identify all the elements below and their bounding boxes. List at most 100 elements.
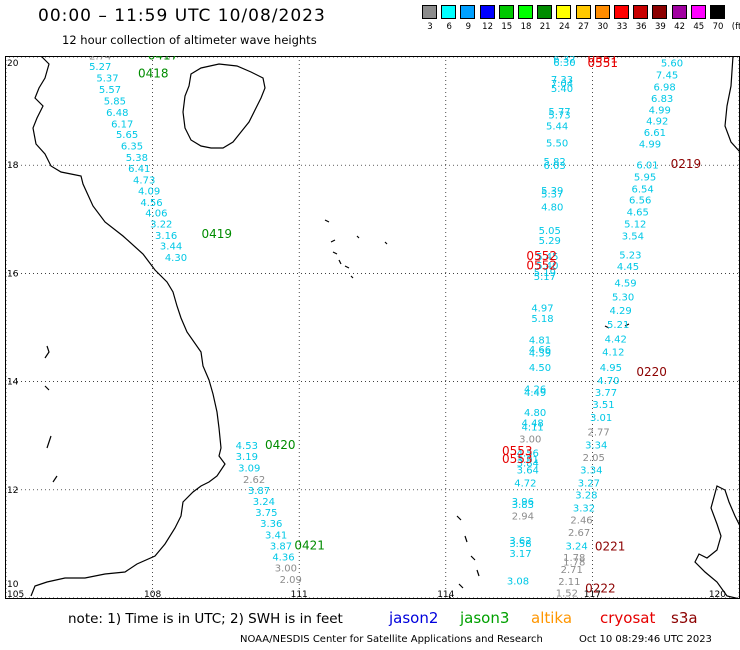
pass-time-label: 0551 [588, 56, 619, 65]
satellite-name: s3a [671, 609, 698, 627]
wave-height-value: 4.30 [165, 253, 187, 264]
wave-height-value: 5.17 [534, 272, 556, 283]
wave-height-value: 5.45 [536, 252, 558, 263]
wave-height-value: 2.74 [89, 56, 111, 63]
wave-height-value: 5.39 [541, 186, 563, 197]
page-subtitle: 12 hour collection of altimeter wave hei… [62, 33, 317, 47]
wave-height-value: 3.00 [275, 563, 297, 574]
wave-height-value: 5.95 [634, 172, 656, 183]
wave-height-value: 4.97 [531, 303, 553, 314]
wave-height-value: 6.41 [128, 164, 150, 175]
wave-height-value: 3.62 [509, 536, 531, 547]
wave-height-value: 5.44 [546, 121, 568, 132]
axis-tick-layer: 105 108 111 114 117 120 20 18 16 14 12 10 [7, 59, 726, 599]
wave-height-value: 1.78 [563, 553, 585, 564]
pass-time-label: 0552 [526, 249, 557, 263]
pass-time-label: 0417 [148, 56, 179, 63]
pass-time-label: 0553 [502, 452, 533, 466]
wave-height-value: 5.40 [551, 84, 573, 95]
legend-swatch [710, 5, 725, 19]
legend-label: 36 [635, 22, 647, 32]
wave-height-value: 6.35 [121, 142, 143, 153]
legend-swatch [441, 5, 457, 19]
wave-height-value: 5.12 [624, 219, 646, 230]
wave-height-value: 3.17 [509, 549, 531, 560]
wave-height-value: 4.99 [639, 139, 661, 150]
wave-height-value: 2.11 [558, 577, 580, 588]
wave-height-value: 5.30 [612, 292, 634, 303]
wave-height-value: 6.32 [553, 56, 575, 65]
wave-height-value: 2.77 [588, 428, 610, 439]
wave-height-value: 4.48 [522, 419, 544, 430]
wave-height-value: 2.46 [570, 515, 592, 526]
wave-height-value: 5.05 [539, 226, 561, 237]
footer-credit: NOAA/NESDIS Center for Satellite Applica… [240, 634, 543, 645]
legend-swatch [690, 5, 706, 19]
wave-height-value: 2.09 [280, 575, 302, 586]
wave-height-value: 3.32 [573, 503, 595, 514]
wave-height-value: 4.56 [140, 198, 162, 209]
footer-timestamp: Oct 10 08:29:46 UTC 2023 [579, 634, 712, 645]
lon-tick-label: 108 [144, 590, 161, 599]
lon-tick-label: 120 [709, 590, 726, 599]
legend-label: 27 [578, 22, 589, 32]
pass-time-label: 0222 [585, 582, 616, 596]
coastline-laos-hint [44, 345, 58, 483]
lon-tick-label: 114 [437, 590, 454, 599]
wave-height-value: 4.80 [541, 203, 563, 214]
wave-height-value: 2.94 [512, 512, 534, 523]
legend-label: 24 [558, 22, 570, 32]
wave-height-value: 6.98 [653, 83, 675, 94]
satellite-name: cryosat [600, 609, 656, 627]
wave-height-value: 5.29 [539, 236, 561, 247]
wave-height-value: 4.42 [605, 335, 627, 346]
wave-height-value: 2.67 [568, 528, 590, 539]
pass-time-label: 0551 [588, 56, 619, 70]
wave-height-value: 5.60 [661, 59, 683, 70]
legend-swatch [614, 5, 629, 19]
wave-height-value: 3.19 [236, 452, 258, 463]
wave-height-value: 6.03 [544, 161, 566, 172]
legend-label: 21 [539, 22, 551, 32]
wave-height-value: 4.09 [138, 186, 160, 197]
wave-height-value: 4.45 [617, 262, 639, 273]
wave-height-value: 3.96 [512, 497, 534, 508]
wave-height-value: 4.72 [514, 479, 536, 490]
legend-label: 33 [616, 22, 628, 32]
pass-time-label: 0553 [502, 444, 533, 458]
legend-swatch [537, 5, 553, 19]
wave-height-value: 3.00 [519, 435, 541, 446]
coastline-philippines [694, 485, 740, 599]
wave-height-value: 5.27 [89, 62, 111, 73]
wave-height-value: 4.81 [529, 336, 551, 347]
legend-label: 45 [693, 22, 705, 32]
legend-label: 18 [520, 22, 532, 32]
pass-time-label: 0419 [201, 227, 232, 241]
wave-height-value: 4.59 [614, 278, 636, 289]
pass-time-label: 0219 [671, 157, 702, 171]
wave-height-value: 3.24 [253, 497, 275, 508]
wave-height-value: 3.27 [578, 479, 600, 490]
pass-time-label: 0552 [526, 259, 557, 273]
map-note: note: 1) Time is in UTC; 2) SWH is in fe… [68, 611, 343, 627]
satellite-name: jason2 [389, 609, 439, 627]
coastline-mainland [30, 56, 226, 597]
legend-swatch [422, 5, 437, 19]
wave-height-value: 5.40 [536, 261, 558, 272]
wave-height-value: 4.12 [602, 348, 624, 359]
lat-tick-label: 10 [7, 580, 19, 590]
wave-height-value: 5.23 [619, 250, 641, 261]
legend-swatch [575, 5, 591, 19]
wave-height-value: 1.52 [556, 588, 578, 599]
legend-swatch [518, 5, 533, 19]
coastline-luzon [724, 56, 740, 153]
wave-height-value: 3.58 [509, 539, 531, 550]
wave-height-value: 4.99 [649, 105, 671, 116]
wave-height-value: 3.54 [622, 231, 644, 242]
wave-height-value: 3.87 [248, 486, 270, 497]
wave-height-value: 3.28 [575, 490, 597, 501]
legend-unit: (ft) [731, 22, 740, 32]
wave-height-value: 4.65 [627, 208, 649, 219]
pass-time-label: 0221 [595, 539, 626, 553]
pass-time-label: 0418 [138, 67, 169, 81]
